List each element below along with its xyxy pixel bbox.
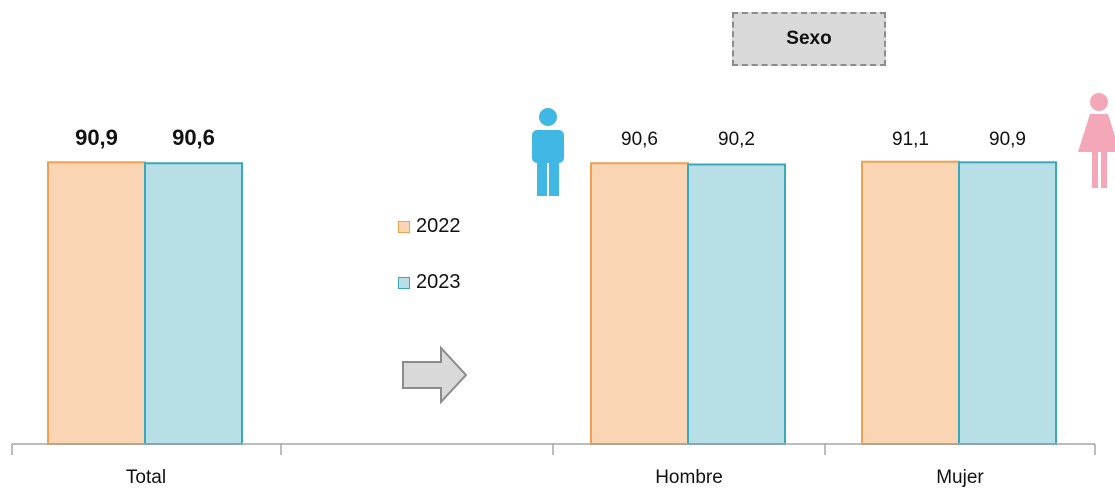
legend-item-2023: 2023 (398, 271, 461, 294)
category-label-total: Total (126, 467, 166, 488)
bar-total-2023 (144, 162, 243, 445)
bar-hombre-2023 (687, 163, 786, 445)
legend-label-2023: 2023 (416, 271, 461, 293)
value-label-hombre-2023: 90,2 (718, 129, 755, 150)
category-label-mujer: Mujer (936, 467, 984, 488)
male-icon (532, 108, 564, 196)
bar-mujer-2023 (958, 161, 1057, 446)
legend-label-2022: 2022 (416, 215, 461, 237)
legend-item-2022: 2022 (398, 215, 461, 238)
legend-swatch-2022 (398, 220, 410, 233)
value-labels-layer: 90,9 90,6 90,6 90,2 91,1 90,9 (75, 125, 1026, 150)
value-label-total-2023: 90,6 (172, 125, 215, 150)
sexo-annotation-box: Sexo (732, 12, 886, 66)
legend-swatch-2023 (398, 276, 410, 289)
bar-total-2022 (47, 161, 146, 446)
right-arrow-icon (402, 345, 468, 405)
category-label-hombre: Hombre (655, 467, 723, 488)
value-label-total-2022: 90,9 (75, 125, 118, 150)
bar-hombre-2022 (590, 162, 689, 445)
bars-layer (47, 160, 1057, 446)
female-icon (1078, 93, 1115, 188)
value-label-mujer-2023: 90,9 (989, 129, 1026, 150)
bar-mujer-2022 (861, 160, 960, 445)
category-labels-layer: Total Hombre Mujer (126, 467, 984, 488)
x-axis-ticks (11, 444, 1096, 455)
value-label-mujer-2022: 91,1 (892, 129, 929, 150)
value-label-hombre-2022: 90,6 (621, 129, 658, 150)
